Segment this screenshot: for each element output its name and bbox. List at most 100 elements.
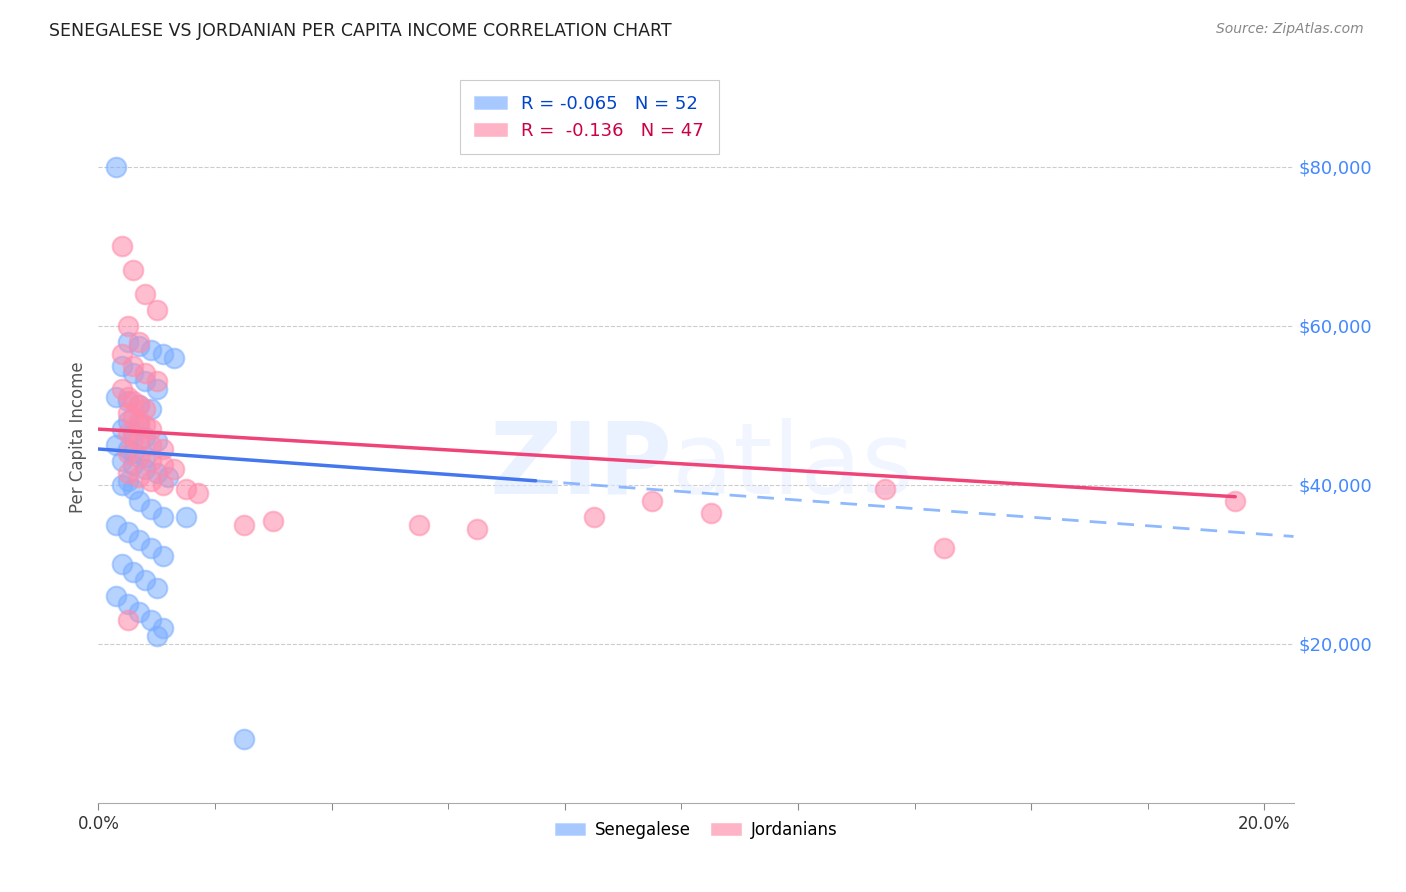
Point (117, 525, 139, 540)
Point (139, 501, 162, 516)
Point (134, 367, 156, 381)
Point (104, 390, 127, 404)
Point (128, 605, 150, 619)
Point (408, 517, 430, 532)
Point (122, 410, 145, 425)
Point (139, 613, 162, 627)
Point (111, 383, 134, 397)
Point (117, 597, 139, 611)
Point (641, 493, 664, 508)
Point (122, 426, 145, 441)
Point (152, 442, 174, 456)
Point (111, 359, 134, 373)
Point (122, 367, 145, 381)
Point (145, 466, 167, 480)
Point (875, 482, 897, 496)
Point (128, 434, 150, 448)
Point (117, 334, 139, 349)
Point (134, 573, 156, 587)
Point (582, 509, 605, 524)
Point (1225, 493, 1247, 508)
Point (128, 450, 150, 464)
Point (117, 446, 139, 460)
Point (104, 438, 127, 452)
Point (163, 351, 186, 365)
Point (157, 470, 180, 484)
Point (117, 318, 139, 333)
Point (117, 394, 139, 409)
Point (233, 517, 256, 532)
Point (122, 430, 145, 444)
Point (117, 474, 139, 488)
Point (134, 462, 156, 476)
Point (122, 482, 145, 496)
Point (186, 485, 208, 500)
Point (128, 418, 150, 433)
Point (117, 390, 139, 404)
Point (152, 509, 174, 524)
Point (104, 160, 127, 174)
Point (128, 414, 150, 428)
Point (134, 375, 156, 389)
Point (117, 442, 139, 456)
Point (152, 549, 174, 564)
Point (139, 402, 162, 417)
Point (117, 414, 139, 428)
Point (128, 398, 150, 412)
Point (134, 418, 156, 433)
Point (145, 434, 167, 448)
Point (111, 454, 134, 468)
Point (467, 521, 489, 535)
Point (233, 732, 256, 747)
Point (699, 506, 721, 520)
Text: SENEGALESE VS JORDANIAN PER CAPITA INCOME CORRELATION CHART: SENEGALESE VS JORDANIAN PER CAPITA INCOM… (49, 22, 672, 40)
Point (932, 541, 955, 556)
Text: ZIP: ZIP (489, 417, 672, 515)
Point (111, 346, 134, 360)
Point (128, 533, 150, 548)
Point (139, 474, 162, 488)
Point (122, 446, 145, 460)
Point (104, 589, 127, 603)
Point (152, 477, 174, 491)
Point (152, 458, 174, 472)
Point (111, 239, 134, 253)
Legend: Senegalese, Jordanians: Senegalese, Jordanians (548, 814, 844, 846)
Point (139, 422, 162, 436)
Y-axis label: Per Capita Income: Per Capita Income (69, 361, 87, 513)
Point (145, 383, 167, 397)
Point (128, 493, 150, 508)
Point (163, 462, 186, 476)
Point (134, 287, 156, 301)
Point (134, 450, 156, 464)
Point (104, 517, 127, 532)
Point (128, 338, 150, 352)
Point (152, 346, 174, 360)
Point (128, 398, 150, 412)
Point (145, 375, 167, 389)
Point (122, 359, 145, 373)
Point (122, 394, 145, 409)
Text: Source: ZipAtlas.com: Source: ZipAtlas.com (1216, 22, 1364, 37)
Point (139, 541, 162, 556)
Point (139, 343, 162, 357)
Point (145, 581, 167, 595)
Point (174, 509, 197, 524)
Point (122, 566, 145, 580)
Point (139, 438, 162, 452)
Point (134, 430, 156, 444)
Point (111, 558, 134, 572)
Point (145, 629, 167, 643)
Point (152, 621, 174, 635)
Point (128, 334, 150, 349)
Point (128, 470, 150, 484)
Text: atlas: atlas (672, 417, 914, 515)
Point (174, 482, 197, 496)
Point (117, 426, 139, 441)
Point (117, 406, 139, 420)
Point (134, 402, 156, 417)
Point (139, 454, 162, 468)
Point (117, 613, 139, 627)
Point (111, 477, 134, 491)
Point (262, 514, 284, 528)
